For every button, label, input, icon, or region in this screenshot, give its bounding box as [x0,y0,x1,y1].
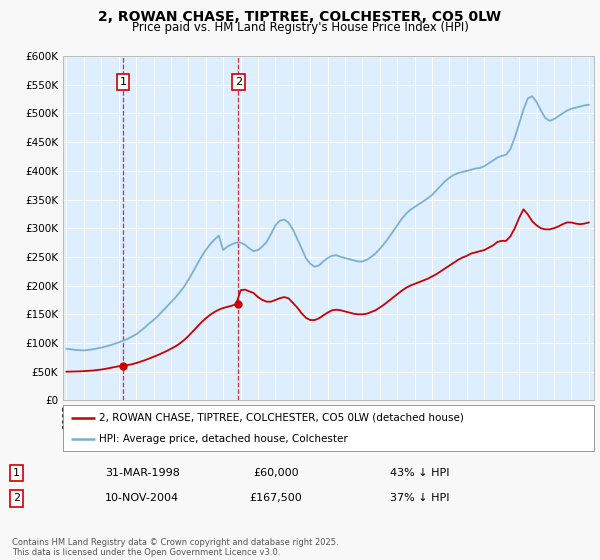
Text: Contains HM Land Registry data © Crown copyright and database right 2025.
This d: Contains HM Land Registry data © Crown c… [12,538,338,557]
Text: Price paid vs. HM Land Registry's House Price Index (HPI): Price paid vs. HM Land Registry's House … [131,21,469,34]
Text: 2, ROWAN CHASE, TIPTREE, COLCHESTER, CO5 0LW (detached house): 2, ROWAN CHASE, TIPTREE, COLCHESTER, CO5… [99,413,464,423]
Text: 1: 1 [119,77,127,87]
Text: £167,500: £167,500 [250,493,302,503]
Text: HPI: Average price, detached house, Colchester: HPI: Average price, detached house, Colc… [99,435,348,444]
Text: £60,000: £60,000 [253,468,299,478]
Text: 37% ↓ HPI: 37% ↓ HPI [390,493,449,503]
Text: 2: 2 [235,77,242,87]
Text: 43% ↓ HPI: 43% ↓ HPI [390,468,449,478]
Text: 10-NOV-2004: 10-NOV-2004 [105,493,179,503]
Text: 2: 2 [13,493,20,503]
Text: 2, ROWAN CHASE, TIPTREE, COLCHESTER, CO5 0LW: 2, ROWAN CHASE, TIPTREE, COLCHESTER, CO5… [98,10,502,24]
Text: 31-MAR-1998: 31-MAR-1998 [105,468,180,478]
Text: 1: 1 [13,468,20,478]
